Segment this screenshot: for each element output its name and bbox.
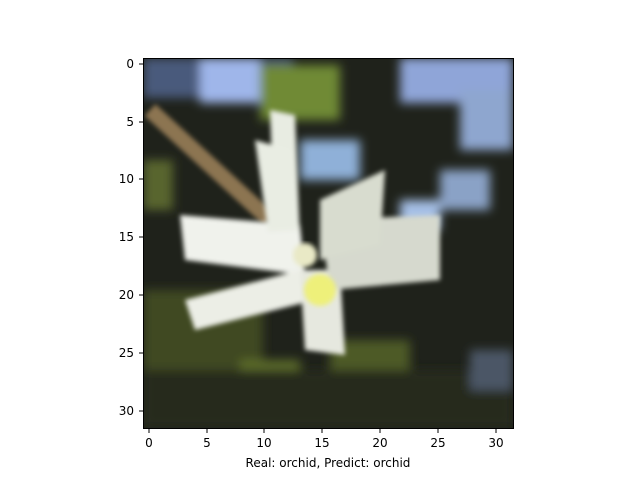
y-axis: 0 5 10 15 20 25 30: [119, 57, 144, 418]
x-tick-label: 30: [488, 436, 503, 450]
x-tick-label: 20: [372, 436, 387, 450]
x-tick-label: 10: [256, 436, 271, 450]
y-tick-label: 20: [119, 288, 134, 302]
x-axis: 0 5 10 15 20 25 30: [145, 428, 504, 450]
y-tick-label: 5: [126, 115, 134, 129]
x-tick-label: 5: [203, 436, 211, 450]
prediction-caption: Real: orchid, Predict: orchid: [246, 456, 411, 470]
axes-frame: [143, 58, 514, 429]
y-tick-label: 25: [119, 346, 134, 360]
x-tick-label: 25: [430, 436, 445, 450]
x-tick-label: 0: [145, 436, 153, 450]
flower-center: [304, 274, 336, 306]
y-tick-label: 15: [119, 230, 134, 244]
y-tick-label: 30: [119, 404, 134, 418]
flower-image: [143, 58, 514, 429]
y-tick-label: 10: [119, 172, 134, 186]
x-tick-label: 15: [314, 436, 329, 450]
y-tick-label: 0: [126, 57, 134, 71]
